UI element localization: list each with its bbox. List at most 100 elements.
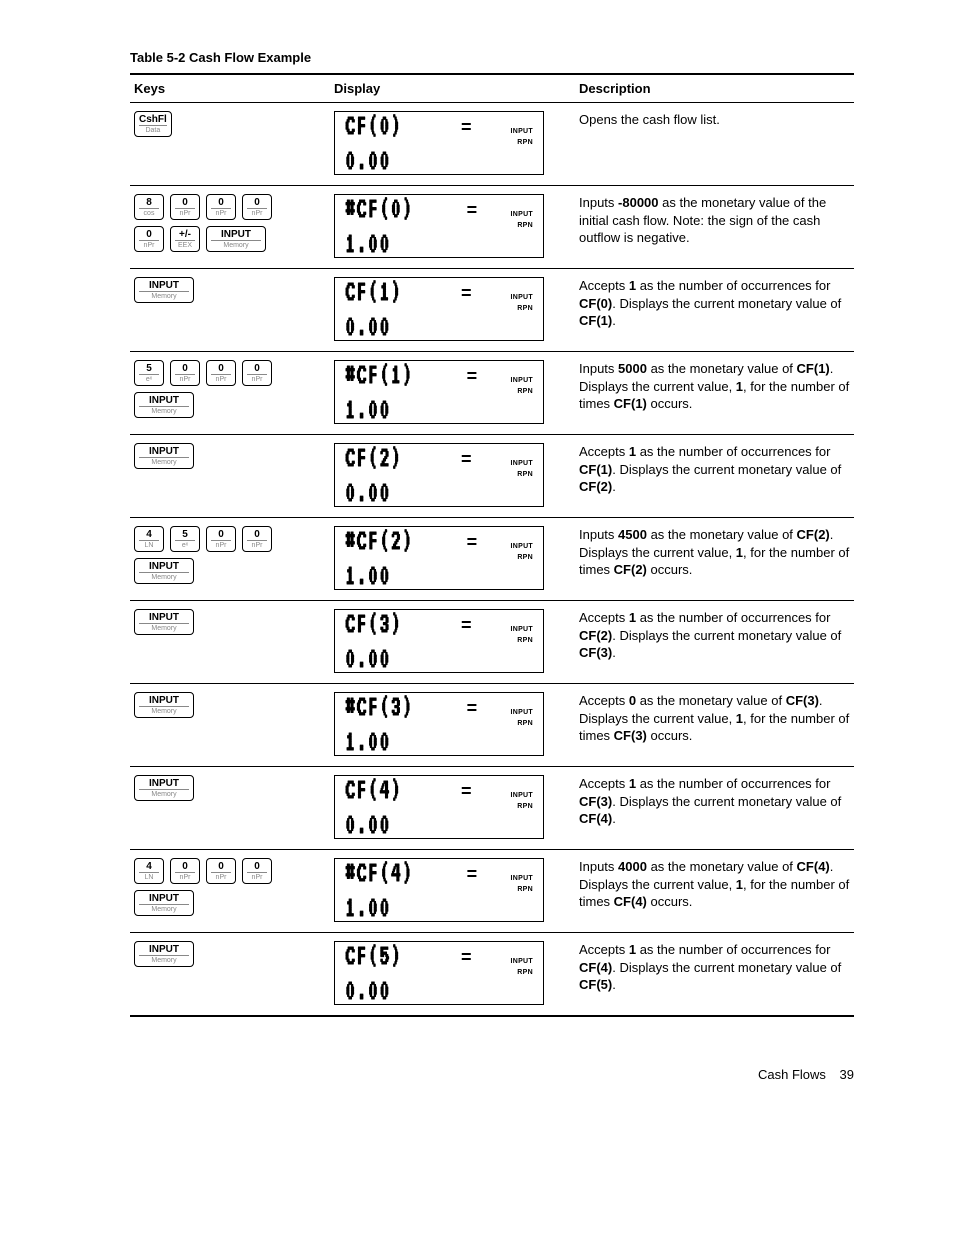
calc-key: 0nPr	[206, 360, 236, 386]
key-bottom-label: cos	[139, 208, 159, 217]
key-bottom-label: Memory	[139, 955, 189, 964]
calc-key: INPUTMemory	[134, 692, 194, 718]
calc-key: 0nPr	[170, 360, 200, 386]
key-top-label: INPUT	[149, 447, 179, 457]
key-top-label: CshFl	[139, 115, 167, 125]
annun-input: INPUT	[511, 874, 534, 883]
display-cell: #CF(4)=INPUTRPN1.00	[330, 850, 575, 933]
annun-input: INPUT	[511, 708, 534, 717]
key-top-label: 0	[218, 364, 224, 374]
annun-input: INPUT	[510, 127, 533, 136]
description-cell: Accepts 1 as the number of occurrences f…	[575, 435, 854, 518]
key-bottom-label: nPr	[211, 208, 231, 217]
key-bottom-label: Memory	[139, 623, 189, 632]
annun-input: INPUT	[511, 376, 534, 385]
description-cell: Opens the cash flow list.	[575, 103, 854, 186]
keys-cell: INPUTMemory	[130, 601, 330, 684]
annun-input: INPUT	[511, 210, 534, 219]
calc-key: 0nPr	[170, 858, 200, 884]
key-top-label: INPUT	[221, 230, 251, 240]
key-bottom-label: Memory	[139, 457, 189, 466]
key-bottom-label: nPr	[247, 374, 267, 383]
key-bottom-label: nPr	[247, 208, 267, 217]
calc-key: 4LN	[134, 858, 164, 884]
lcd-display: #CF(1)=INPUTRPN1.00	[334, 360, 544, 424]
calc-key: INPUTMemory	[134, 775, 194, 801]
table-row: 5eˣ0nPr0nPr0nPrINPUTMemory#CF(1)=INPUTRP…	[130, 352, 854, 435]
keys-cell: 8cos0nPr0nPr0nPr0nPr+/-EEXINPUTMemory	[130, 186, 330, 269]
calc-key: 5eˣ	[170, 526, 200, 552]
calc-key: INPUTMemory	[206, 226, 266, 252]
calc-key: 0nPr	[206, 194, 236, 220]
description-cell: Inputs -80000 as the monetary value of t…	[575, 186, 854, 269]
keys-cell: CshFlData	[130, 103, 330, 186]
lcd-line2: 0.00	[345, 639, 533, 679]
keys-cell: INPUTMemory	[130, 933, 330, 1017]
annun-input: INPUT	[510, 293, 533, 302]
page-footer: Cash Flows 39	[130, 1067, 854, 1082]
key-bottom-label: nPr	[247, 872, 267, 881]
key-bottom-label: nPr	[211, 540, 231, 549]
display-cell: CF(3)=INPUTRPN0.00	[330, 601, 575, 684]
key-bottom-label: LN	[139, 872, 159, 881]
display-cell: #CF(0)=INPUTRPN1.00	[330, 186, 575, 269]
description-cell: Accepts 1 as the number of occurrences f…	[575, 269, 854, 352]
description-cell: Accepts 1 as the number of occurrences f…	[575, 601, 854, 684]
lcd-equals: =	[467, 864, 478, 888]
key-top-label: 4	[146, 530, 152, 540]
table-row: INPUTMemoryCF(5)=INPUTRPN0.00Accepts 1 a…	[130, 933, 854, 1017]
lcd-display: #CF(4)=INPUTRPN1.00	[334, 858, 544, 922]
lcd-display: CF(4)=INPUTRPN0.00	[334, 775, 544, 839]
key-top-label: INPUT	[149, 696, 179, 706]
table-title: Table 5-2 Cash Flow Example	[130, 50, 854, 65]
key-bottom-label: Data	[139, 125, 167, 134]
description-cell: Inputs 5000 as the monetary value of CF(…	[575, 352, 854, 435]
key-top-label: 8	[146, 198, 152, 208]
key-top-label: 0	[218, 862, 224, 872]
key-top-label: 0	[254, 364, 260, 374]
table-row: 4LN5eˣ0nPr0nPrINPUTMemory#CF(2)=INPUTRPN…	[130, 518, 854, 601]
display-cell: CF(1)=INPUTRPN0.00	[330, 269, 575, 352]
lcd-line2: 1.00	[345, 888, 533, 928]
description-cell: Accepts 0 as the monetary value of CF(3)…	[575, 684, 854, 767]
calc-key: INPUTMemory	[134, 941, 194, 967]
key-bottom-label: Memory	[139, 706, 189, 715]
lcd-equals: =	[461, 449, 472, 473]
key-top-label: 0	[218, 530, 224, 540]
lcd-line2: 0.00	[345, 307, 533, 347]
table-row: CshFlDataCF(0)=INPUTRPN0.00Opens the cas…	[130, 103, 854, 186]
calc-key: INPUTMemory	[134, 443, 194, 469]
keys-cell: INPUTMemory	[130, 684, 330, 767]
table-row: INPUTMemoryCF(3)=INPUTRPN0.00Accepts 1 a…	[130, 601, 854, 684]
key-bottom-label: Memory	[139, 789, 189, 798]
key-top-label: 4	[146, 862, 152, 872]
lcd-equals: =	[461, 117, 472, 141]
key-top-label: 0	[182, 364, 188, 374]
lcd-equals: =	[461, 283, 472, 307]
lcd-line2: 0.00	[345, 971, 533, 1011]
lcd-equals: =	[461, 781, 472, 805]
calc-key: +/-EEX	[170, 226, 200, 252]
key-bottom-label: LN	[139, 540, 159, 549]
table-row: 4LN0nPr0nPr0nPrINPUTMemory#CF(4)=INPUTRP…	[130, 850, 854, 933]
lcd-display: #CF(3)=INPUTRPN1.00	[334, 692, 544, 756]
calc-key: INPUTMemory	[134, 558, 194, 584]
lcd-equals: =	[467, 698, 478, 722]
calc-key: 0nPr	[242, 194, 272, 220]
lcd-line2: 1.00	[345, 722, 533, 762]
description-cell: Accepts 1 as the number of occurrences f…	[575, 767, 854, 850]
keys-cell: INPUTMemory	[130, 435, 330, 518]
key-bottom-label: Memory	[211, 240, 261, 249]
header-description: Description	[575, 74, 854, 103]
lcd-equals: =	[467, 532, 478, 556]
lcd-display: #CF(2)=INPUTRPN1.00	[334, 526, 544, 590]
lcd-line2: 0.00	[345, 141, 533, 181]
calc-key: 0nPr	[134, 226, 164, 252]
key-top-label: INPUT	[149, 281, 179, 291]
lcd-display: CF(0)=INPUTRPN0.00	[334, 111, 544, 175]
calc-key: 0nPr	[242, 360, 272, 386]
key-bottom-label: nPr	[175, 374, 195, 383]
annun-input: INPUT	[511, 542, 534, 551]
lcd-equals: =	[467, 200, 478, 224]
lcd-line2: 0.00	[345, 473, 533, 513]
